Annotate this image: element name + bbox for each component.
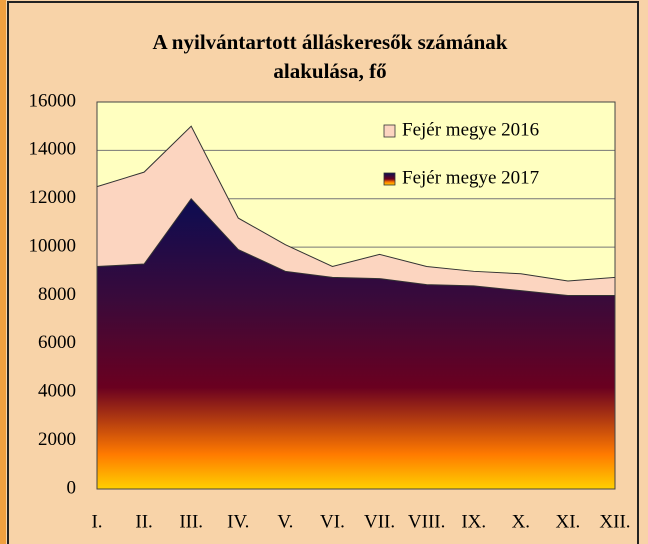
area: [96, 197, 616, 490]
x-tick-label: III.: [179, 511, 203, 532]
plot-border: [96, 101, 616, 490]
y-tick-label: 14000: [29, 139, 77, 160]
chart-title: A nyilvántartott álláskeresők számának: [153, 30, 508, 54]
y-tick-label: 6000: [38, 332, 76, 353]
legend-swatch: [383, 124, 396, 138]
x-tick-label: I.: [91, 511, 102, 532]
x-tick-label: VIII.: [408, 511, 445, 532]
y-tick-label: 12000: [29, 187, 77, 208]
edge: [0, 0, 6, 544]
x-tick-label: II.: [135, 511, 152, 532]
x-tick-label: VII.: [364, 511, 395, 532]
x-tick-label: XI.: [556, 511, 581, 532]
legend-label: Fejér megye 2017: [402, 167, 539, 188]
x-tick-label: V.: [277, 511, 293, 532]
y-tick-label: 0: [67, 477, 77, 498]
frame: [7, 1, 639, 544]
y-tick-label: 16000: [29, 90, 77, 111]
legend-swatch: [383, 172, 396, 186]
chart-title: alakulása, fő: [273, 59, 386, 83]
y-tick-label: 10000: [29, 235, 77, 256]
x-tick-label: IV.: [227, 511, 249, 532]
x-tick-label: X.: [512, 511, 530, 532]
x-tick-label: IX.: [461, 511, 486, 532]
y-tick-label: 8000: [38, 284, 76, 305]
legend-label: Fejér megye 2016: [402, 119, 539, 140]
y-tick-label: 4000: [38, 381, 76, 402]
x-tick-label: VI.: [320, 511, 345, 532]
x-tick-label: XII.: [599, 511, 630, 532]
y-tick-label: 2000: [38, 429, 76, 450]
